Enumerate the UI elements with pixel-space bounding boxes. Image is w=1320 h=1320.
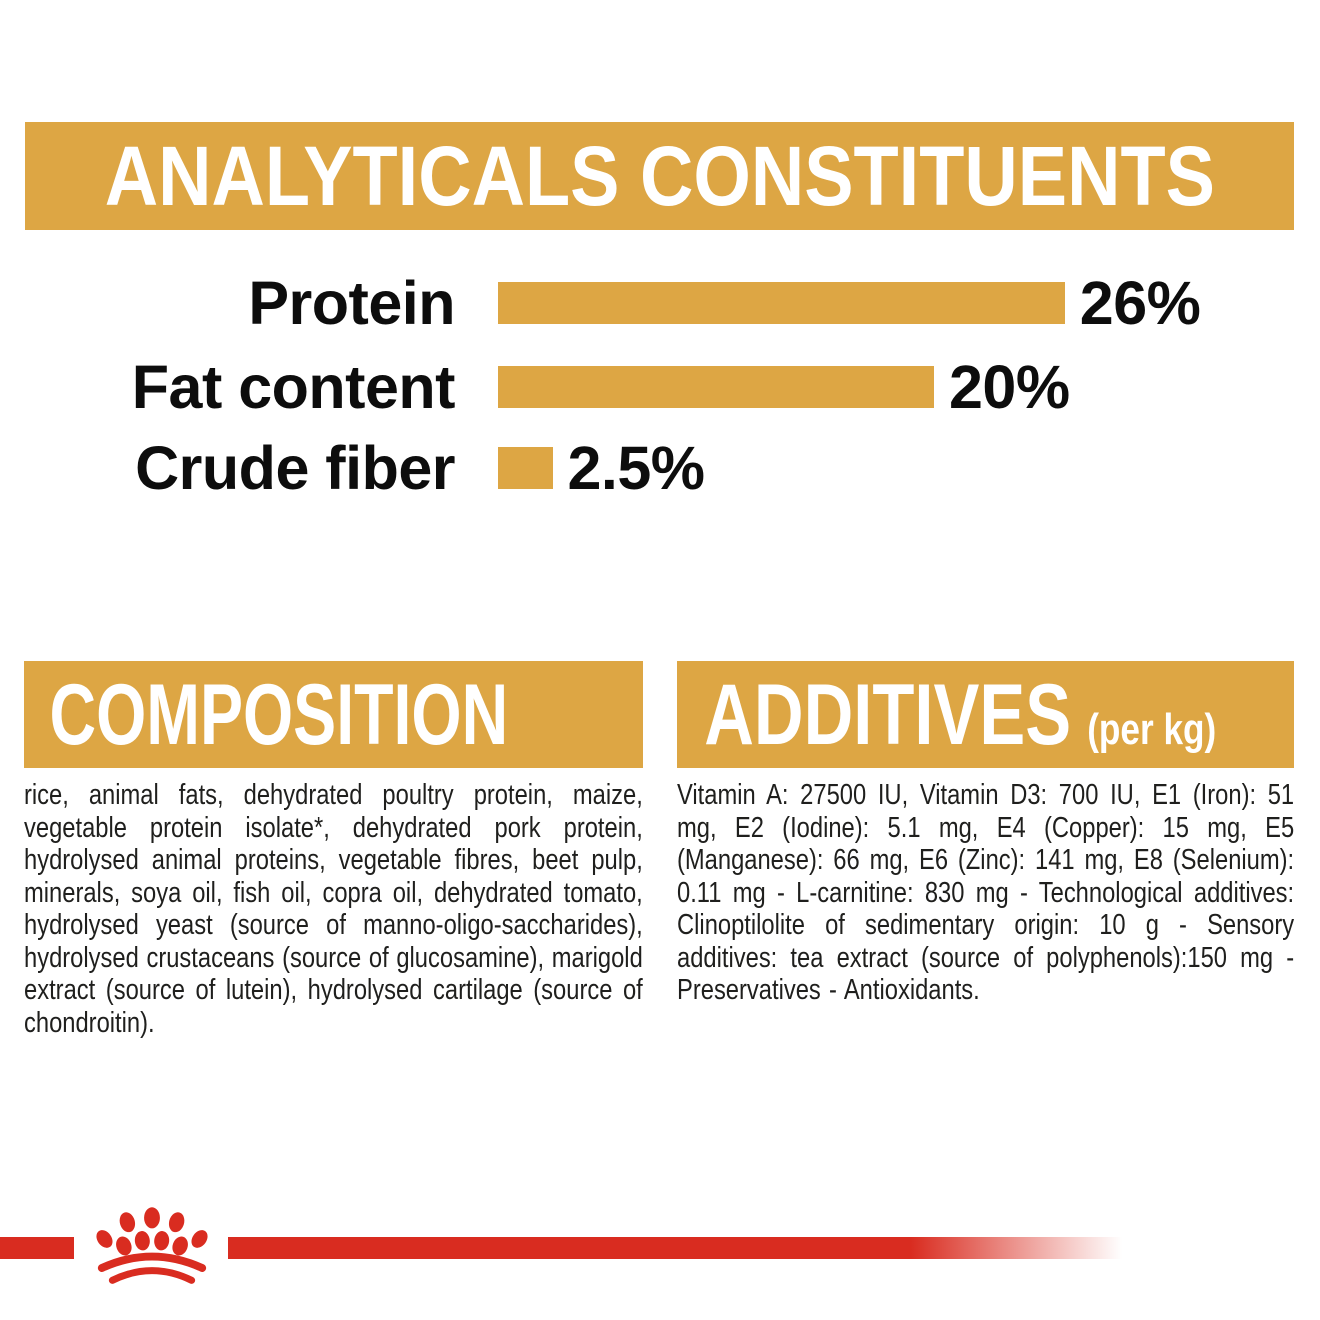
bar-value-crude-fiber: 2.5% (567, 433, 706, 502)
bar-fat-content (498, 366, 934, 408)
additives-header-band: ADDITIVES (per kg) (677, 661, 1294, 768)
bar-protein (498, 282, 1065, 324)
composition-body: rice, animal fats, dehydrated poultry pr… (24, 779, 643, 1039)
footer-divider-line (0, 1237, 1320, 1259)
bar-label-crude-fiber: Crude fiber (135, 433, 455, 502)
bar-value-protein: 26% (1079, 268, 1201, 337)
analyticals-header-band: ANALYTICALS CONSTITUENTS (25, 122, 1294, 230)
bar-crude-fiber (498, 447, 553, 489)
additives-body: Vitamin A: 27500 IU, Vitamin D3: 700 IU,… (677, 779, 1295, 1006)
bar-row-crude-fiber: Crude fiber 2.5% (0, 437, 705, 498)
bar-label-fat-content: Fat content (131, 352, 456, 421)
page-title: ANALYTICALS CONSTITUENTS (104, 129, 1215, 223)
royal-canin-crown-logo-icon (96, 1207, 208, 1284)
additives-title: ADDITIVES (704, 666, 1072, 763)
additives-unit-label: (per kg) (1087, 704, 1217, 754)
composition-title: COMPOSITION (49, 666, 509, 763)
bar-row-fat-content: Fat content 20% (0, 356, 1070, 417)
bar-label-protein: Protein (248, 268, 455, 337)
composition-header-band: COMPOSITION (24, 661, 643, 768)
bar-value-fat-content: 20% (949, 352, 1070, 421)
bar-row-protein: Protein 26% (0, 272, 1201, 333)
